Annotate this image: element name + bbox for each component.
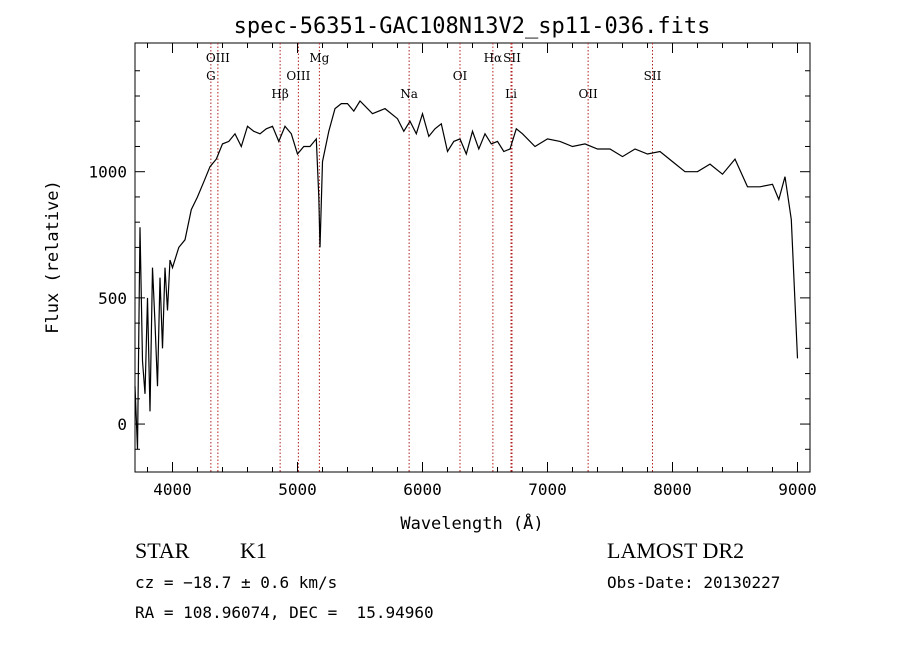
spectral-line-label: OIII bbox=[206, 51, 230, 65]
spectral-line-label: Mg bbox=[309, 51, 329, 65]
x-tick-label: 6000 bbox=[403, 480, 442, 499]
spectral-line-label: OI bbox=[453, 69, 468, 83]
x-tick-label: 5000 bbox=[278, 480, 317, 499]
chart-title: spec-56351-GAC108N13V2_sp11-036.fits bbox=[234, 14, 711, 39]
spectral-line-label: OII bbox=[578, 87, 598, 101]
x-tick-label: 7000 bbox=[528, 480, 567, 499]
catalog-name: LAMOST DR2 bbox=[607, 538, 745, 563]
y-axis-label: Flux (relative) bbox=[43, 180, 63, 334]
y-tick-label: 500 bbox=[98, 289, 127, 308]
subclass: K1 bbox=[240, 538, 267, 563]
y-tick-label: 1000 bbox=[88, 163, 127, 182]
spectral-line-label: OIII bbox=[286, 69, 310, 83]
coordinates: RA = 108.96074, DEC = 15.94960 bbox=[135, 603, 434, 622]
x-tick-label: 9000 bbox=[778, 480, 817, 499]
spectral-line-label: SII bbox=[644, 69, 662, 83]
spectral-line-label: G bbox=[206, 69, 216, 83]
object-type: STAR bbox=[135, 538, 190, 563]
x-axis-label: Wavelength (Å) bbox=[400, 512, 543, 534]
plot-frame bbox=[134, 42, 811, 473]
spectral-line-label: SII bbox=[503, 51, 521, 65]
observation-date: Obs-Date: 20130227 bbox=[607, 573, 781, 592]
axis-ticks: 4000 5000 6000 7000 8000 9000 0 500 1000 bbox=[88, 43, 817, 499]
flux-series-line bbox=[134, 100, 799, 450]
y-tick-label: 0 bbox=[117, 415, 127, 434]
redshift-velocity: cz = −18.7 ± 0.6 km/s bbox=[135, 573, 338, 592]
spectral-line-label: Hβ bbox=[271, 87, 288, 101]
spectral-line-label: Na bbox=[400, 87, 418, 101]
x-tick-label: 8000 bbox=[653, 480, 692, 499]
spectral-line-markers bbox=[210, 43, 653, 472]
spectral-line-label: Hα bbox=[484, 51, 503, 65]
spectral-line-label: Li bbox=[505, 87, 517, 101]
x-tick-label: 4000 bbox=[153, 480, 192, 499]
